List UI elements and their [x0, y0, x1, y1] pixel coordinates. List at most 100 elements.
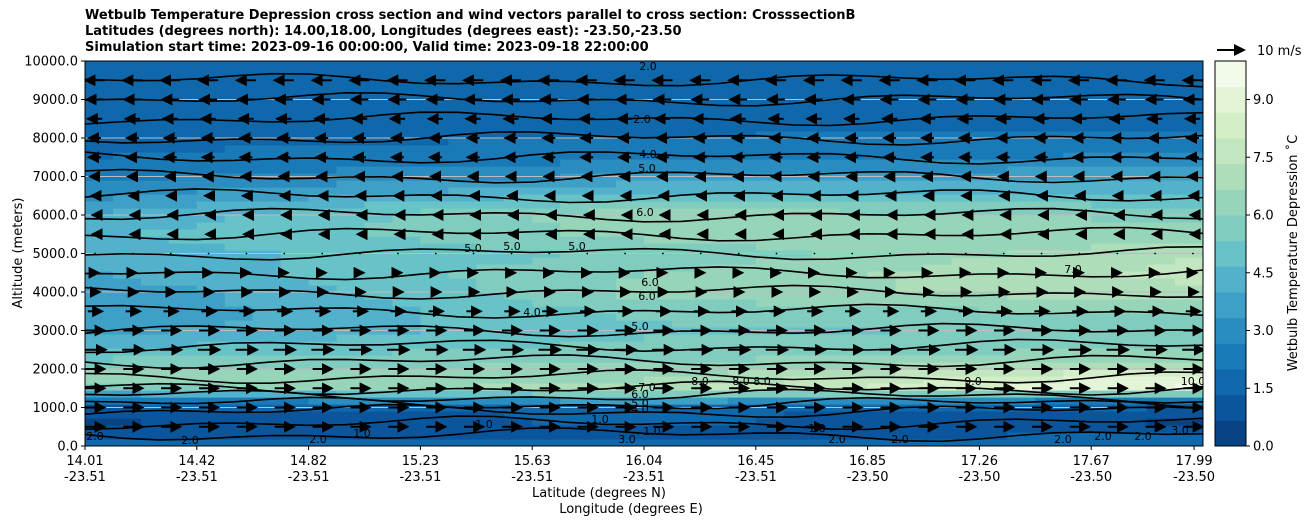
field-cell — [1035, 166, 1064, 174]
y-tick-label: 4000.0 — [33, 286, 79, 301]
field-cell — [783, 418, 813, 426]
field-cell — [336, 229, 366, 237]
field-cell — [616, 187, 645, 195]
field-cell — [1147, 61, 1176, 69]
y-tick-label: 7000.0 — [33, 170, 79, 185]
field-cell — [1035, 306, 1064, 314]
field-cell — [588, 313, 617, 321]
field-cell — [755, 264, 785, 272]
field-cell — [644, 138, 673, 146]
field-cell — [224, 285, 254, 293]
field-cell — [476, 201, 505, 209]
field-cell — [811, 341, 841, 349]
contour-line — [85, 415, 1203, 431]
field-cell — [280, 145, 310, 153]
field-cell — [112, 75, 142, 83]
field-cell — [783, 159, 813, 167]
field-cell — [252, 439, 282, 446]
field-cell — [308, 306, 338, 314]
field-cell — [1035, 264, 1064, 272]
field-cell — [364, 292, 394, 300]
field-cell — [308, 187, 338, 195]
field-cell — [196, 418, 226, 426]
field-cell — [224, 264, 254, 272]
grid — [85, 99, 1203, 408]
field-cell — [1091, 264, 1120, 272]
field-cell — [671, 299, 701, 307]
field-cell — [196, 124, 226, 132]
field-cell — [671, 159, 701, 167]
field-cell — [168, 145, 198, 153]
field-cell — [252, 383, 282, 391]
field-cell — [140, 208, 170, 216]
wind-vector — [132, 252, 134, 255]
field-cell — [1063, 243, 1092, 251]
contour-label: 7.0 — [1064, 263, 1082, 276]
field-cell — [867, 292, 897, 300]
x-tick-label-lon: -23.51 — [623, 470, 665, 485]
field-cell — [308, 201, 338, 209]
field-cell — [112, 376, 142, 384]
field-cell — [85, 271, 114, 279]
wind-vector — [548, 252, 551, 255]
field-cell — [280, 306, 310, 314]
field-cell — [85, 411, 114, 419]
field-cell — [196, 110, 226, 118]
field-cell — [839, 159, 869, 167]
y-axis-label: Altitude (meters) — [11, 198, 26, 309]
field-cell — [699, 376, 729, 384]
field-cell — [112, 320, 142, 328]
y-tick-label: 2000.0 — [33, 363, 79, 378]
field-cell — [1035, 68, 1064, 76]
field-cell — [1091, 152, 1120, 160]
field-cell — [364, 187, 394, 195]
field-cell — [839, 229, 869, 237]
field-cell — [1063, 313, 1092, 321]
field-cell — [979, 348, 1008, 356]
wind-vector — [889, 252, 891, 255]
wind-vector — [1078, 252, 1081, 255]
field-cell — [839, 334, 869, 342]
field-cell — [699, 117, 729, 125]
field-cell — [280, 89, 310, 97]
field-cell — [895, 117, 925, 125]
field-cell — [727, 124, 757, 132]
field-cell — [867, 432, 897, 440]
field-cell — [168, 124, 198, 132]
field-cell — [560, 222, 589, 230]
field-cell — [671, 117, 701, 125]
field-cell — [923, 145, 953, 153]
field-cell — [1119, 369, 1148, 377]
field-cell — [392, 264, 421, 272]
field-cell — [476, 152, 505, 160]
field-cell — [1147, 103, 1176, 111]
field-cell — [1119, 355, 1148, 363]
field-cell — [336, 131, 366, 139]
field-cell — [448, 89, 477, 97]
field-cell — [85, 243, 114, 251]
field-cell — [112, 159, 142, 167]
field-cell — [699, 145, 729, 153]
field-cell — [867, 103, 897, 111]
field-cell — [252, 355, 282, 363]
field-cell — [112, 390, 142, 398]
field-cell — [196, 61, 226, 69]
field-cell — [1119, 222, 1148, 230]
contour-label: 6.0 — [638, 290, 656, 303]
field-cell — [420, 166, 449, 174]
field-cell — [168, 369, 198, 377]
field-cell — [951, 243, 980, 251]
field-cell — [168, 89, 198, 97]
title-line-2: Latitudes (degrees north): 14.00,18.00, … — [85, 24, 682, 39]
field-cell — [448, 222, 477, 230]
field-cell — [811, 89, 841, 97]
field-cell — [783, 341, 813, 349]
field-cell — [85, 82, 114, 90]
field-cell — [699, 334, 729, 342]
field-cell — [1063, 145, 1092, 153]
field-cell — [699, 138, 729, 146]
field-cell — [476, 236, 505, 244]
field-cell — [448, 159, 477, 167]
field-cell — [308, 348, 338, 356]
field-cell — [560, 278, 589, 286]
